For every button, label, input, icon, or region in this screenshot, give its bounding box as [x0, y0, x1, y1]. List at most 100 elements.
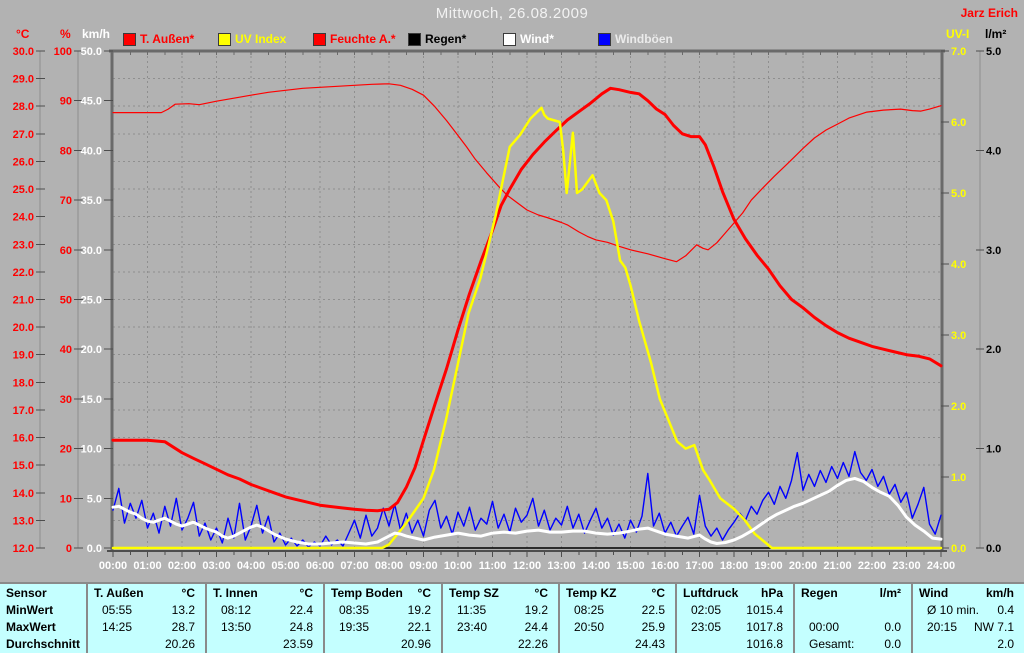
legend-item: T. Außen* — [123, 32, 194, 46]
x-axis-tick-label: 23:00 — [892, 560, 920, 572]
table-cell-value: 2.0 — [997, 637, 1014, 651]
table-column-temp-kz: Temp KZ °C 08:25 22.5 20:50 25.9 24.43 — [560, 584, 677, 653]
x-axis-tick-label: 20:00 — [789, 560, 817, 572]
table-cell-time — [331, 636, 339, 653]
summary-table: Sensor MinWert MaxWert Durchschnitt T. Außen… — [0, 582, 1024, 653]
table-row: 11:35 19.2 — [443, 602, 558, 619]
axis-tick-label-uv: 0.0 — [951, 543, 966, 555]
legend-swatch — [408, 32, 421, 46]
table-row: 14:25 28.7 — [88, 619, 205, 636]
table-cell-value: 25.9 — [641, 620, 665, 634]
x-axis-tick-label: 04:00 — [237, 560, 265, 572]
axis-tick-label-rain: 0.0 — [986, 543, 1001, 555]
author-name: Jarz Erich — [960, 6, 1018, 20]
table-cell-time: 14:25 — [102, 620, 133, 634]
x-axis-tick-label: 11:00 — [479, 560, 507, 572]
table-cell-time: 08:12 — [221, 603, 252, 617]
axis-tick-label-temp: 12.0 — [13, 543, 34, 555]
axis-tick-label-wind: 20.0 — [81, 344, 102, 356]
axis-tick-label-wind: 45.0 — [81, 96, 102, 108]
axis-tick-label-wind: 40.0 — [81, 145, 102, 157]
table-row: 2.0 — [913, 636, 1024, 653]
axis-tick-label-temp: 17.0 — [13, 405, 34, 417]
axis-tick-label-humidity: 50 — [60, 295, 72, 307]
table-col-name: Temp KZ — [566, 586, 617, 600]
unit-label-uv: UV-I — [946, 27, 970, 41]
axis-tick-label-temp: 18.0 — [13, 377, 34, 389]
table-column-t-innen: T. Innen °C 08:12 22.4 13:50 24.8 23.59 — [207, 584, 325, 653]
table-col-unit: °C — [534, 586, 548, 600]
unit-label-wind: km/h — [82, 27, 111, 41]
legend-label: T. Außen* — [140, 31, 195, 46]
table-cell-time — [801, 602, 809, 619]
table-cell-time — [449, 636, 457, 653]
legend-swatch — [598, 32, 611, 46]
table-cell-value: 1015.4 — [746, 603, 783, 617]
axis-tick-label-rain: 3.0 — [986, 245, 1001, 257]
axis-tick-label-uv: 4.0 — [951, 259, 966, 271]
axis-tick-label-wind: 25.0 — [81, 295, 102, 307]
x-axis-tick-label: 00:00 — [99, 560, 127, 572]
table-cell-time: 11:35 — [457, 603, 487, 617]
table-col-unit: °C — [417, 586, 431, 600]
x-axis-tick-label: 02:00 — [168, 560, 196, 572]
x-axis-tick-label: 03:00 — [202, 560, 230, 572]
table-col-header: Temp Boden °C — [325, 585, 441, 602]
table-row: 20.26 — [88, 636, 205, 653]
legend-label: Feuchte A.* — [330, 31, 396, 46]
axis-tick-label-temp: 23.0 — [13, 239, 34, 251]
x-axis-tick-label: 12:00 — [513, 560, 541, 572]
table-cell-time: 20:50 — [574, 620, 605, 634]
legend-label: Wind* — [520, 31, 554, 46]
axis-tick-label-rain: 5.0 — [986, 46, 1001, 58]
table-cell-value: 13.2 — [171, 603, 195, 617]
table-cell-time: 08:35 — [339, 603, 370, 617]
legend-swatch — [218, 32, 231, 46]
table-row: 00:00 0.0 — [795, 619, 911, 636]
x-axis-tick-label: 01:00 — [133, 560, 161, 572]
table-col-unit: l/m² — [879, 586, 901, 600]
table-col-header: Temp SZ °C — [443, 585, 558, 602]
axis-tick-label-uv: 7.0 — [951, 46, 966, 58]
table-cell-value: 22.5 — [641, 603, 665, 617]
table-cell-value: 24.43 — [634, 637, 665, 651]
table-row: 23:05 1017.8 — [677, 619, 793, 636]
table-col-header: Temp KZ °C — [560, 585, 675, 602]
legend-swatch — [503, 32, 516, 46]
weather-chart: 00:00 01:00 02:00 03:00 04:00 05:00 06:00 07:00… — [13, 46, 1002, 572]
axis-tick-label-temp: 19.0 — [13, 350, 34, 362]
table-cell-time — [566, 636, 574, 653]
table-col-name: Temp Boden — [331, 586, 403, 600]
table-row: 20:15 NW 7.1 — [913, 619, 1024, 636]
table-cell-time — [94, 636, 102, 653]
table-col-name: T. Außen — [94, 586, 144, 600]
axis-tick-label-temp: 15.0 — [13, 460, 34, 472]
unit-label-temp: °C — [16, 27, 30, 41]
axis-tick-label-humidity: 90 — [60, 96, 72, 108]
table-row-label: Sensor — [6, 586, 47, 600]
table-column-regen: Regen l/m² 00:00 0.0 Gesamt: 0.0 — [795, 584, 913, 653]
table-column-luftdruck: Luftdruck hPa 02:05 1015.4 23:05 1017.8 1016.8 — [677, 584, 795, 653]
axis-tick-label-humidity: 30 — [60, 394, 72, 406]
uv-index-curve — [111, 106, 943, 550]
x-axis-tick-label: 14:00 — [582, 560, 610, 572]
axis-tick-label-wind: 0.0 — [87, 543, 102, 555]
table-row: 08:35 19.2 — [325, 602, 441, 619]
x-axis-tick-label: 16:00 — [651, 560, 679, 572]
table-column-wind: Wind km/h Ø 10 min. 0.4 20:15 NW 7.1 2.0 — [913, 584, 1024, 653]
legend-label: Regen* — [425, 31, 467, 46]
axis-tick-label-temp: 26.0 — [13, 156, 34, 168]
table-col-name: Luftdruck — [683, 586, 739, 600]
axis-tick-label-temp: 22.0 — [13, 267, 34, 279]
x-axis-tick-label: 19:00 — [754, 560, 782, 572]
axis-tick-label-uv: 1.0 — [951, 472, 966, 484]
x-axis-tick-label: 21:00 — [823, 560, 851, 572]
axis-tick-label-rain: 1.0 — [986, 444, 1001, 456]
axis-tick-label-temp: 21.0 — [13, 295, 34, 307]
table-column-temp-sz: Temp SZ °C 11:35 19.2 23:40 24.4 22.26 — [443, 584, 560, 653]
axis-tick-label-uv: 6.0 — [951, 117, 966, 129]
table-cell-value: 22.1 — [407, 620, 431, 634]
unit-label-humidity: % — [60, 27, 71, 41]
legend-item: Windböen — [598, 32, 673, 46]
table-col-header: T. Außen °C — [88, 585, 205, 602]
